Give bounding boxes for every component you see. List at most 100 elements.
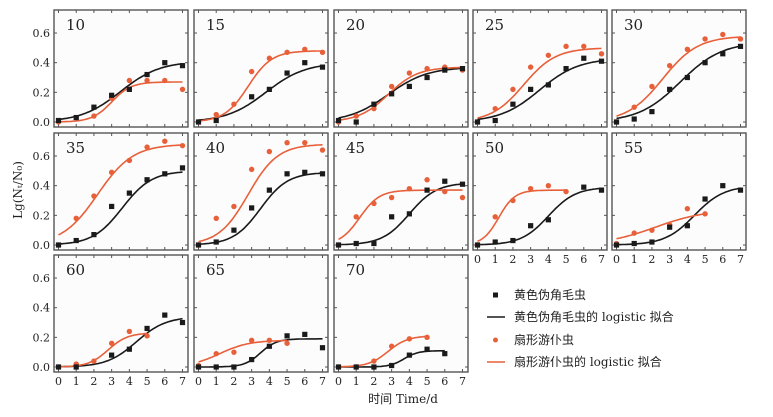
point-species-a — [213, 364, 219, 370]
fit-curve-species-a — [338, 183, 463, 246]
point-species-b — [649, 83, 655, 90]
point-species-b — [371, 200, 377, 207]
point-species-b — [406, 336, 413, 342]
point-species-a — [73, 114, 79, 121]
point-species-a — [442, 67, 448, 73]
fit-curve-species-b — [58, 332, 148, 368]
point-species-a — [302, 331, 308, 337]
point-species-a — [266, 343, 272, 349]
point-species-a — [162, 312, 168, 318]
x-tick-label: 5 — [563, 253, 570, 266]
point-species-a — [631, 116, 637, 122]
panel-label: 25 — [485, 16, 504, 34]
x-tick-label: 5 — [144, 375, 151, 388]
point-species-b — [684, 205, 691, 212]
fit-curve-species-b — [477, 189, 567, 243]
point-species-a — [720, 51, 726, 57]
point-species-a — [424, 346, 430, 352]
point-species-b — [684, 46, 691, 53]
point-species-b — [284, 139, 290, 146]
point-species-a — [231, 227, 237, 233]
point-species-a — [266, 86, 272, 92]
panel-60: 60 0.0 0.2 0.4 0.6 0 1 2 3 4 5 6 7 — [33, 254, 189, 388]
point-species-b — [162, 77, 168, 84]
point-species-b — [126, 157, 133, 164]
fit-curve-species-a — [477, 60, 602, 121]
point-species-a — [144, 325, 150, 332]
panel-label: 20 — [346, 16, 365, 34]
point-species-b — [649, 227, 655, 233]
point-species-b — [231, 101, 237, 107]
point-species-b — [459, 194, 466, 201]
x-tick-label: 4 — [545, 253, 552, 266]
x-tick-label: 5 — [702, 253, 709, 266]
point-species-a — [126, 86, 132, 92]
point-species-b — [91, 193, 97, 199]
point-species-a — [737, 43, 744, 49]
fit-curve-species-b — [58, 144, 183, 236]
x-tick-label: 1 — [492, 253, 499, 266]
point-species-a — [73, 237, 79, 244]
point-species-b — [319, 49, 326, 55]
point-species-a — [213, 117, 219, 124]
point-species-a — [474, 242, 481, 248]
point-species-a — [284, 333, 290, 339]
x-tick-label: 3 — [108, 375, 115, 388]
point-species-a — [684, 74, 690, 81]
x-tick-label: 1 — [631, 253, 638, 266]
x-tick-label: 6 — [580, 253, 587, 266]
point-species-b — [424, 334, 430, 341]
point-species-b — [266, 55, 273, 61]
fit-curve-species-a — [58, 171, 183, 245]
fit-curve-species-b — [198, 144, 323, 243]
point-species-b — [248, 337, 255, 344]
panel-25: 25 — [472, 9, 608, 128]
point-species-a — [702, 196, 708, 202]
panel-label: 60 — [66, 261, 85, 279]
x-tick-label: 2 — [90, 375, 97, 388]
point-species-a — [737, 187, 744, 193]
point-species-b — [266, 337, 273, 344]
point-species-a — [231, 364, 237, 370]
panel-label: 40 — [206, 139, 225, 157]
x-tick-label: 7 — [319, 375, 326, 388]
fit-curve-species-b — [338, 189, 463, 241]
point-species-b — [302, 46, 308, 53]
panel-label: 45 — [346, 139, 365, 157]
y-tick-label: 0.6 — [33, 272, 51, 285]
x-tick-label: 3 — [527, 253, 534, 266]
point-species-b — [144, 77, 150, 84]
point-species-a — [302, 60, 308, 66]
fit-curve-species-b — [477, 47, 602, 119]
x-tick-label: 7 — [737, 253, 744, 266]
point-species-a — [55, 364, 62, 370]
point-species-b — [424, 177, 430, 183]
point-species-a — [266, 187, 272, 193]
point-species-a — [459, 181, 466, 187]
point-species-b — [248, 68, 255, 75]
point-species-a — [302, 169, 308, 175]
point-species-a — [545, 217, 551, 223]
point-species-a — [55, 117, 62, 124]
x-tick-label: 1 — [73, 375, 80, 388]
point-species-a — [195, 242, 202, 248]
point-species-b — [406, 70, 413, 76]
point-species-b — [581, 43, 587, 50]
point-species-b — [492, 214, 498, 220]
point-species-a — [389, 362, 395, 369]
point-species-a — [598, 58, 605, 64]
point-species-a — [109, 352, 115, 358]
point-species-b — [126, 328, 133, 335]
legend-label: 扇形游仆虫 — [514, 332, 574, 347]
point-species-b — [598, 51, 605, 57]
panel-40: 40 — [193, 132, 329, 251]
point-species-a — [389, 91, 395, 97]
point-species-a — [162, 171, 168, 177]
point-species-b — [266, 148, 273, 155]
fit-curve-species-b — [616, 36, 741, 117]
fit-curve-species-a — [198, 338, 323, 368]
point-species-a — [631, 240, 637, 247]
point-species-a — [195, 119, 202, 125]
y-tick-label: 0.0 — [33, 116, 51, 129]
